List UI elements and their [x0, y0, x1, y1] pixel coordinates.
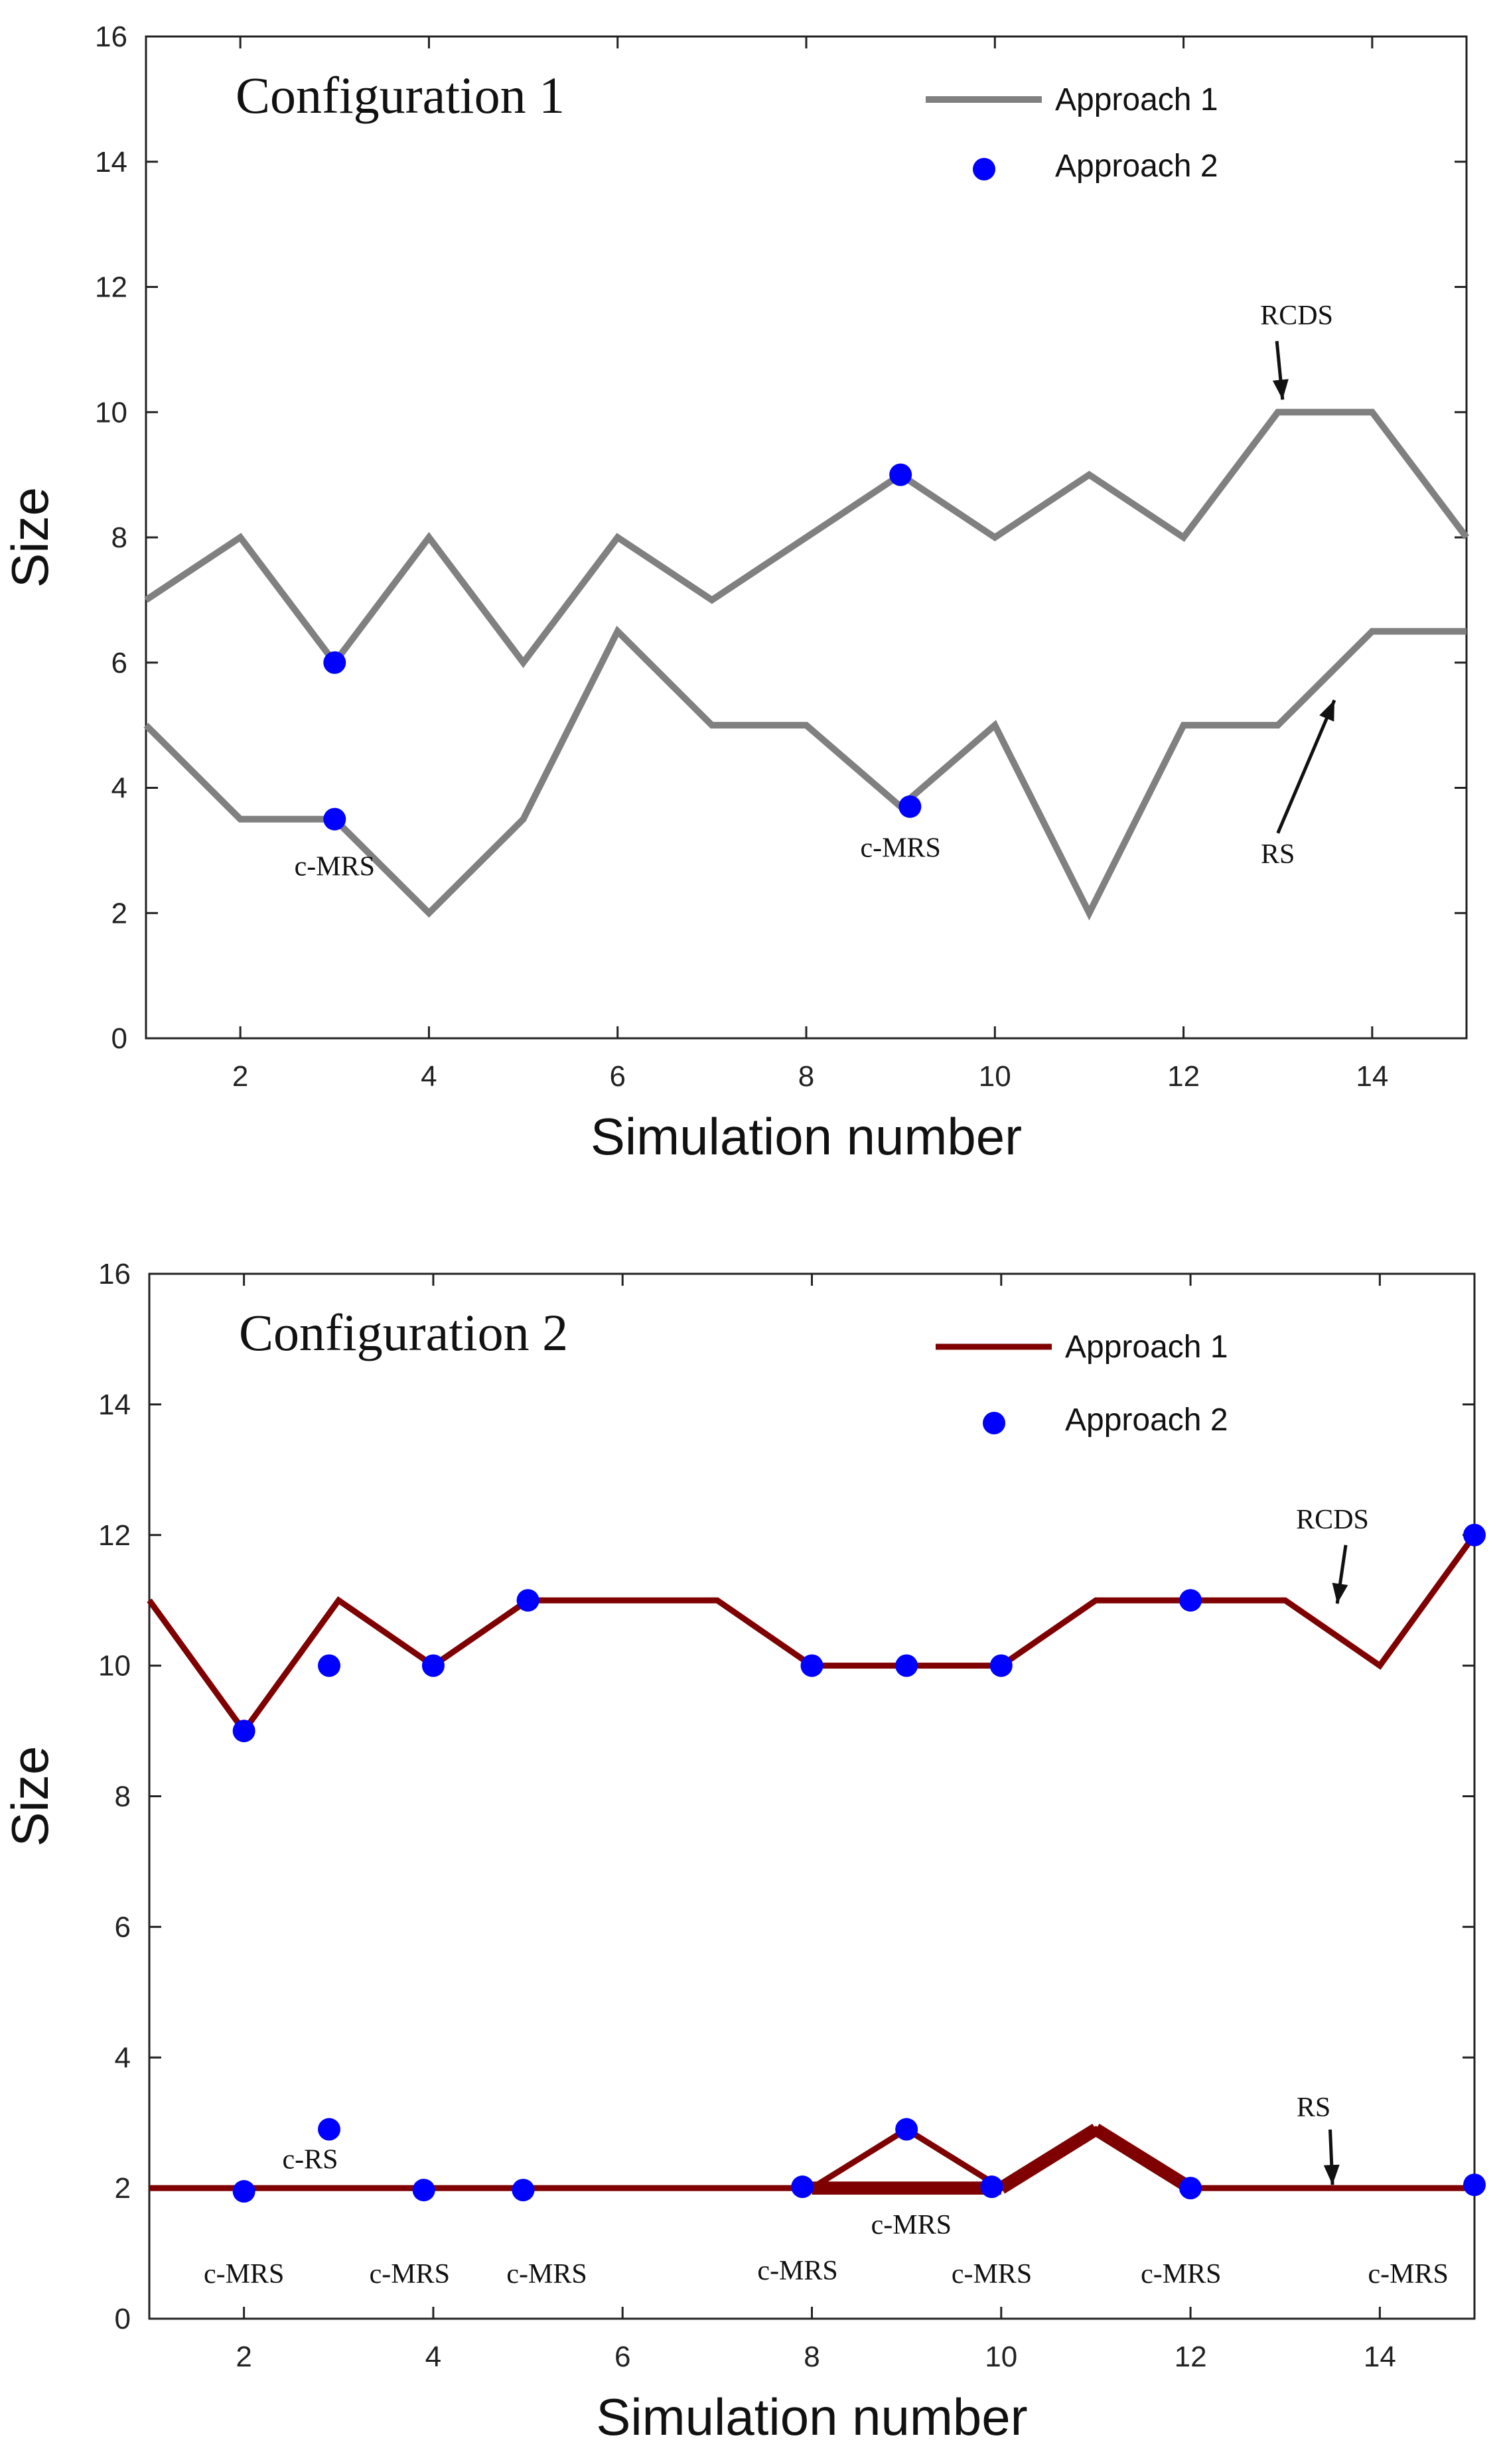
- data-point: [232, 2180, 255, 2203]
- series-line-rs: [149, 2126, 1474, 2192]
- x-tick-label: 14: [1356, 1060, 1388, 1093]
- data-point: [318, 2118, 341, 2141]
- legend-label: Approach 1: [1065, 1330, 1228, 1365]
- x-axis-title: Simulation number: [596, 2388, 1027, 2446]
- data-point: [1179, 2177, 1202, 2200]
- y-tick-label: 8: [111, 521, 127, 554]
- rcds-arrow-head: [1272, 379, 1289, 400]
- x-tick-label: 12: [1175, 2341, 1207, 2373]
- data-point: [232, 1720, 255, 1743]
- annotation-label: c-MRS: [1141, 2259, 1221, 2290]
- x-tick-label: 12: [1167, 1060, 1200, 1093]
- data-point: [895, 2118, 918, 2141]
- y-tick-label: 8: [115, 1781, 131, 1813]
- x-tick-label: 8: [804, 2341, 820, 2373]
- rs-arrow-head: [1319, 700, 1334, 722]
- y-axis-title: Size: [1, 487, 59, 588]
- data-point: [1463, 2173, 1486, 2197]
- rcds-arrow-head: [1332, 1582, 1348, 1604]
- data-point: [516, 1589, 539, 1612]
- y-tick-label: 10: [98, 1650, 131, 1682]
- annotation-label: c-MRS: [952, 2259, 1032, 2290]
- data-point: [412, 2179, 435, 2202]
- data-point: [791, 2175, 814, 2199]
- y-tick-label: 12: [95, 271, 127, 304]
- annotation-label: RCDS: [1296, 1505, 1369, 1535]
- data-point: [421, 1654, 445, 1677]
- rs-arrow: [1276, 699, 1336, 834]
- annotation-label: c-MRS: [506, 2259, 587, 2290]
- series-line-emphasis: [997, 2124, 1100, 2194]
- annotation-label: c-MRS: [860, 833, 940, 863]
- legend-label: Approach 1: [1055, 82, 1218, 117]
- plot-frame: [148, 1272, 1476, 2320]
- legend-label: Approach 2: [1055, 149, 1218, 184]
- x-tick-label: 14: [1364, 2341, 1396, 2373]
- panel-title: Configuration 2: [239, 1304, 568, 1361]
- annotation-label: c-MRS: [295, 852, 375, 882]
- annotation-label: c-MRS: [871, 2210, 952, 2240]
- annotation-label: RS: [1297, 2092, 1330, 2123]
- annotation-label: RCDS: [1260, 301, 1333, 331]
- y-tick-label: 6: [111, 647, 127, 679]
- x-tick-label: 4: [421, 1060, 437, 1093]
- series-line-rcds: [144, 409, 1469, 669]
- data-point: [1463, 1523, 1486, 1546]
- data-point: [889, 463, 912, 486]
- annotation-label: c-MRS: [1368, 2259, 1448, 2290]
- y-tick-label: 6: [115, 1911, 131, 1943]
- data-point: [512, 2179, 535, 2202]
- legend-marker-swatch: [983, 1412, 1005, 1434]
- y-tick-label: 16: [98, 1258, 131, 1290]
- data-point: [989, 1654, 1013, 1677]
- y-tick-label: 4: [115, 2041, 131, 2074]
- panel-title: Configuration 1: [236, 66, 565, 124]
- chart-panel-1: 0 2 4 6 8 10 12 14 16 2 4 6 8 10 12 14 Simulation number…: [1, 21, 1469, 1166]
- legend-label: Approach 2: [1065, 1403, 1228, 1438]
- data-point: [800, 1654, 823, 1677]
- y-axis-title: Size: [1, 1746, 59, 1847]
- annotation-label: c-MRS: [370, 2259, 450, 2290]
- x-tick-label: 2: [236, 2341, 251, 2373]
- annotation-label: c-MRS: [757, 2256, 837, 2286]
- x-tick-label: 6: [609, 1060, 625, 1093]
- series-line-emphasis: [1092, 2124, 1194, 2194]
- annotation-label: c-MRS: [204, 2259, 284, 2290]
- y-tick-label: 14: [98, 1389, 131, 1421]
- data-point: [898, 795, 922, 818]
- data-point: [323, 651, 346, 674]
- y-tick-label: 16: [95, 21, 127, 53]
- annotation-label: c-RS: [282, 2145, 338, 2175]
- y-tick-label: 0: [111, 1022, 127, 1055]
- y-tick-label: 12: [98, 1519, 131, 1552]
- data-point: [980, 2175, 1003, 2199]
- rs-arrow-head: [1323, 2164, 1340, 2185]
- series-line-rs: [143, 626, 1467, 921]
- x-tick-label: 8: [798, 1060, 814, 1093]
- data-point: [895, 1654, 918, 1677]
- y-tick-label: 2: [115, 2172, 131, 2205]
- legend-marker-swatch: [973, 158, 995, 180]
- y-tick-label: 0: [115, 2303, 131, 2335]
- y-tick-label: 14: [95, 146, 127, 178]
- y-tick-label: 2: [111, 897, 127, 929]
- x-tick-label: 4: [425, 2341, 441, 2373]
- y-tick-label: 10: [95, 396, 127, 429]
- x-tick-label: 2: [232, 1060, 248, 1093]
- x-tick-label: 10: [979, 1060, 1011, 1093]
- data-point: [318, 1654, 341, 1677]
- chart-panel-2: 0 2 4 6 8 10 12 14 16 2 4 6 8 10 12 14 Simulation number…: [1, 1258, 1486, 2446]
- y-tick-label: 4: [111, 772, 127, 805]
- x-axis-title: Simulation number: [591, 1107, 1022, 1166]
- data-point: [1179, 1589, 1202, 1612]
- x-tick-label: 6: [614, 2341, 630, 2373]
- data-point: [323, 807, 346, 831]
- x-tick-label: 10: [985, 2341, 1017, 2373]
- annotation-label: RS: [1261, 839, 1295, 870]
- series-line-rcds: [147, 1533, 1477, 1736]
